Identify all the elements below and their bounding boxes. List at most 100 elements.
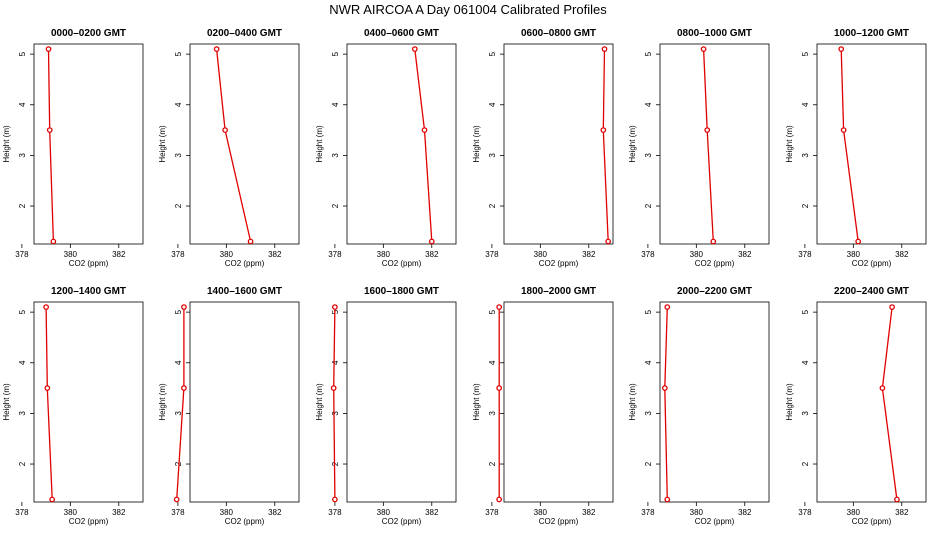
plot-frame <box>189 301 300 503</box>
y-tick-label: 3 <box>488 411 497 416</box>
profile-line <box>215 49 252 242</box>
data-point <box>605 238 612 245</box>
y-axis-label: Height (m) <box>472 383 481 421</box>
y-axis-label: Height (m) <box>628 383 637 421</box>
x-tick-label: 378 <box>171 508 185 517</box>
x-tick-label: 378 <box>641 508 655 517</box>
y-tick-label: 3 <box>331 411 340 416</box>
y-tick-label: 3 <box>801 153 810 158</box>
x-axis-label: CO2 (ppm) <box>225 517 265 526</box>
profile-line <box>333 307 336 500</box>
x-tick-label: 382 <box>268 250 282 259</box>
x-tick-label: 378 <box>485 250 499 259</box>
x-tick-label: 380 <box>220 508 234 517</box>
figure-title: NWR AIRCOA A Day 061004 Calibrated Profi… <box>329 2 607 17</box>
x-axis-label: CO2 (ppm) <box>539 517 579 526</box>
y-tick-label: 4 <box>174 102 183 107</box>
y-tick-label: 5 <box>488 51 497 56</box>
data-point <box>840 127 847 133</box>
plot-frame <box>33 43 144 245</box>
plot-frame <box>503 301 614 503</box>
y-tick-label: 4 <box>174 360 183 365</box>
y-tick-label: 5 <box>488 309 497 314</box>
data-point <box>46 127 53 133</box>
profile-line <box>664 307 668 500</box>
x-axis-label: CO2 (ppm) <box>69 517 109 526</box>
data-point <box>43 304 49 310</box>
x-axis-label: CO2 (ppm) <box>852 259 892 268</box>
data-point <box>600 127 607 133</box>
y-tick-label: 2 <box>331 461 340 466</box>
y-tick-label: 5 <box>174 309 183 314</box>
panel-title: 1000–1200 GMT <box>834 28 909 39</box>
y-tick-label: 5 <box>331 309 340 314</box>
x-tick-label: 380 <box>377 250 391 259</box>
data-point <box>704 127 711 133</box>
plot-frame <box>33 301 144 503</box>
x-tick-label: 382 <box>268 508 282 517</box>
panel-title: 0000–0200 GMT <box>51 28 126 39</box>
y-tick-label: 2 <box>801 461 810 466</box>
x-tick-label: 380 <box>220 250 234 259</box>
panel-title: 0800–1000 GMT <box>677 28 752 39</box>
y-tick-label: 5 <box>801 51 810 56</box>
data-point <box>44 385 51 391</box>
y-tick-label: 3 <box>644 153 653 158</box>
plot-frame <box>346 43 457 245</box>
y-axis-label: Height (m) <box>472 125 481 163</box>
x-tick-label: 380 <box>377 508 391 517</box>
panel-title: 1400–1600 GMT <box>207 286 282 297</box>
data-point <box>45 46 52 52</box>
panel-title: 0600–0800 GMT <box>521 28 596 39</box>
data-point <box>889 304 895 310</box>
x-axis-label: CO2 (ppm) <box>539 259 579 268</box>
x-axis-label: CO2 (ppm) <box>225 259 265 268</box>
y-axis-label: Height (m) <box>785 125 794 163</box>
y-tick-label: 5 <box>18 309 27 314</box>
data-point <box>879 385 886 391</box>
profile-line <box>414 49 433 242</box>
x-axis-label: CO2 (ppm) <box>695 517 735 526</box>
y-tick-label: 4 <box>331 360 340 365</box>
y-tick-label: 4 <box>801 360 810 365</box>
y-axis-label: Height (m) <box>2 125 11 163</box>
x-axis-label: CO2 (ppm) <box>382 517 422 526</box>
y-tick-label: 2 <box>801 203 810 208</box>
data-point <box>247 238 254 245</box>
x-tick-label: 380 <box>64 250 78 259</box>
y-tick-label: 5 <box>644 309 653 314</box>
y-tick-label: 5 <box>174 51 183 56</box>
x-tick-label: 382 <box>582 508 596 517</box>
data-point <box>496 304 503 310</box>
plot-frame <box>189 43 300 245</box>
data-point <box>411 46 418 52</box>
x-axis-label: CO2 (ppm) <box>69 259 109 268</box>
data-point <box>838 46 845 52</box>
x-tick-label: 382 <box>895 250 909 259</box>
panel-title: 1600–1800 GMT <box>364 286 439 297</box>
profile-line <box>45 307 53 500</box>
x-tick-label: 378 <box>798 508 812 517</box>
profile-line <box>602 49 609 242</box>
y-tick-label: 5 <box>801 309 810 314</box>
y-tick-label: 4 <box>644 360 653 365</box>
profile-line <box>702 49 714 242</box>
x-tick-label: 378 <box>171 250 185 259</box>
profile-line <box>176 307 185 500</box>
x-axis-label: CO2 (ppm) <box>382 259 422 268</box>
x-tick-label: 382 <box>112 250 126 259</box>
plot-frame <box>659 301 770 503</box>
y-tick-label: 4 <box>18 360 27 365</box>
y-tick-label: 3 <box>174 153 183 158</box>
y-tick-label: 3 <box>174 411 183 416</box>
y-tick-label: 3 <box>488 153 497 158</box>
profile-line <box>881 307 898 500</box>
y-tick-label: 3 <box>18 411 27 416</box>
